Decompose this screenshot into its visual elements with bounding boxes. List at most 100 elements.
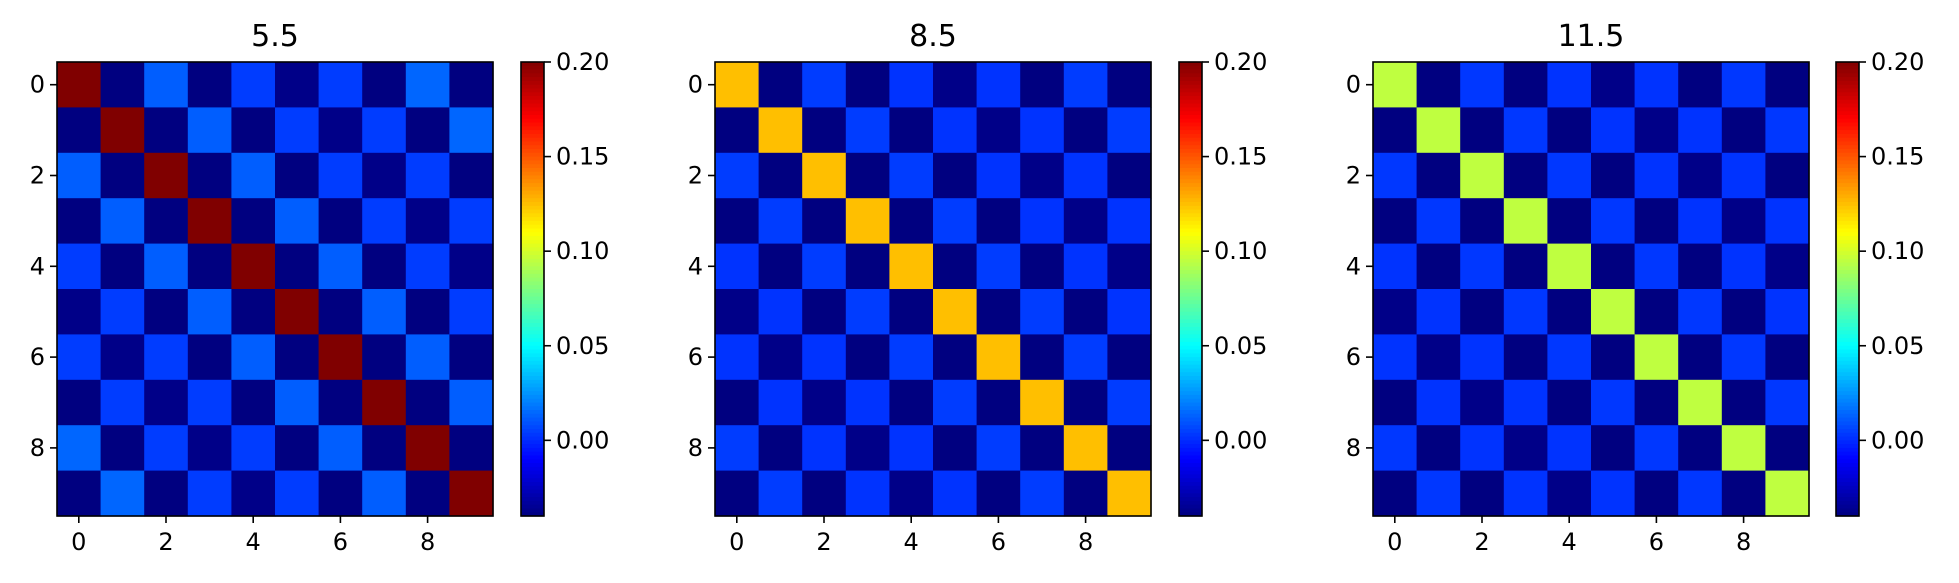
colorbar-segment	[1836, 69, 1859, 74]
colorbar-segment	[521, 330, 544, 335]
colorbar-segment	[521, 485, 544, 491]
colorbar-segment	[1836, 372, 1859, 377]
heatmap-cell	[1416, 379, 1461, 426]
colorbar-segment	[1179, 183, 1202, 188]
colorbar-tick-label: 0.00	[1214, 426, 1267, 454]
heatmap-cell	[1591, 425, 1636, 472]
heatmap-cell	[1765, 243, 1810, 290]
colorbar-segment	[521, 338, 544, 343]
colorbar-segment	[1836, 406, 1859, 411]
colorbar-segment	[1836, 213, 1859, 218]
colorbar-segment	[521, 175, 544, 180]
colorbar-segment	[1179, 65, 1202, 71]
heatmap-cell	[1721, 62, 1766, 108]
heatmap-cell	[318, 425, 363, 472]
colorbar-segment	[1836, 179, 1859, 184]
heatmap-cell	[144, 198, 189, 245]
colorbar-segment	[521, 228, 544, 233]
heatmap-cell	[715, 152, 760, 199]
heatmap-cell	[100, 379, 145, 426]
heatmap-cell	[1020, 243, 1065, 290]
colorbar-segment	[1179, 130, 1202, 135]
heatmap-cell	[1591, 243, 1636, 290]
colorbar-segment	[521, 436, 544, 441]
colorbar-segment	[1179, 497, 1202, 502]
colorbar-segment	[1179, 391, 1202, 396]
heatmap-cell	[758, 62, 803, 108]
heatmap-cell	[57, 289, 102, 335]
colorbar-segment	[1179, 243, 1202, 248]
colorbar-segment	[521, 183, 544, 188]
heatmap-cell	[187, 334, 232, 381]
heatmap-cell	[1503, 379, 1548, 426]
heatmap-cell	[1547, 243, 1592, 290]
colorbar-segment	[1836, 251, 1859, 256]
colorbar-segment	[1179, 258, 1202, 264]
heatmap-cell	[845, 243, 890, 290]
colorbar-segment	[521, 258, 544, 264]
colorbar-segment	[521, 270, 544, 275]
colorbar-segment	[521, 413, 544, 419]
colorbar-tick-label: 0.05	[1871, 332, 1924, 360]
heatmap-cell	[976, 334, 1021, 381]
colorbar-segment	[1836, 425, 1859, 430]
heatmap-cell	[405, 334, 450, 381]
heatmap-cell	[933, 379, 978, 426]
x-tick-label: 6	[991, 528, 1006, 556]
colorbar-segment	[1836, 266, 1859, 271]
heatmap-cell	[715, 198, 760, 245]
colorbar-segment	[521, 421, 544, 426]
heatmap-cell	[933, 62, 978, 108]
heatmap-cell	[362, 62, 407, 108]
colorbar-segment	[1836, 167, 1859, 173]
heatmap-cell	[1678, 289, 1723, 335]
colorbar-segment	[521, 357, 544, 362]
heatmap-cell	[231, 198, 276, 245]
colorbar-segment	[521, 232, 544, 237]
colorbar-segment	[1836, 455, 1859, 460]
colorbar-segment	[1836, 228, 1859, 233]
heatmap-cell	[449, 425, 494, 472]
colorbar-tick-label: 0.05	[1214, 332, 1267, 360]
colorbar-segment	[1836, 421, 1859, 426]
heatmap-cell	[1547, 470, 1592, 517]
colorbar-segment	[521, 398, 544, 404]
heatmap-cell	[1503, 62, 1548, 108]
colorbar-segment	[1179, 122, 1202, 127]
heatmap-cell	[1107, 334, 1152, 381]
heatmap-cell	[1765, 152, 1810, 199]
colorbar-segment	[1836, 459, 1859, 464]
heatmap-cell	[845, 62, 890, 108]
colorbar-segment	[1179, 281, 1202, 286]
colorbar-segment	[1179, 111, 1202, 116]
y-tick-label: 0	[30, 71, 45, 99]
colorbar-segment	[1179, 296, 1202, 301]
colorbar-segment	[521, 273, 544, 279]
heatmap-cell	[758, 334, 803, 381]
colorbar-tick-label: 0.20	[1871, 48, 1924, 76]
colorbar-segment	[1179, 436, 1202, 441]
colorbar-segment	[1836, 145, 1859, 150]
heatmap-cell	[1373, 470, 1418, 517]
colorbar-segment	[1836, 376, 1859, 381]
y-tick-label: 6	[30, 343, 45, 371]
heatmap-cell	[1721, 243, 1766, 290]
heatmap-cell	[1373, 289, 1418, 335]
colorbar-segment	[521, 372, 544, 377]
colorbar-segment	[521, 160, 544, 165]
heatmap-cell	[1503, 470, 1548, 517]
colorbar-segment	[1179, 372, 1202, 377]
colorbar-segment	[1836, 171, 1859, 177]
heatmap-cell	[1547, 289, 1592, 335]
colorbar-segment	[521, 167, 544, 173]
heatmap-cell	[758, 379, 803, 426]
colorbar-segment	[1836, 432, 1859, 438]
heatmap-cell	[715, 62, 760, 108]
heatmap-cell	[100, 198, 145, 245]
colorbar-segment	[521, 304, 544, 309]
colorbar-segment	[521, 88, 544, 93]
colorbar-segment	[1836, 512, 1859, 517]
heatmap-cell	[976, 379, 1021, 426]
heatmap-cell	[1063, 379, 1108, 426]
